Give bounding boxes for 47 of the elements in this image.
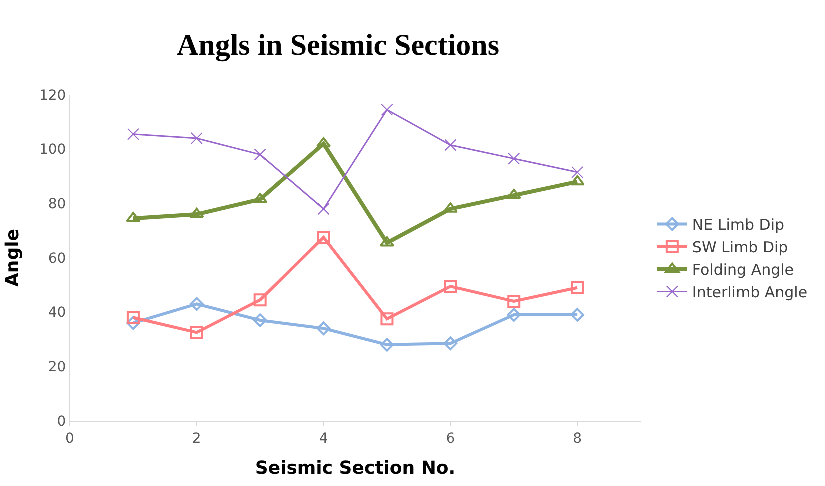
y-tick-label: 0 xyxy=(57,414,66,430)
point xyxy=(126,316,140,330)
point xyxy=(380,312,394,326)
point xyxy=(190,132,203,144)
legend-label: NE Limb Dip xyxy=(692,216,785,234)
y-axis-title: Angle xyxy=(2,228,24,288)
point xyxy=(126,311,140,324)
point xyxy=(570,175,585,186)
point xyxy=(444,139,457,152)
point xyxy=(316,137,332,148)
y-tick-label: 60 xyxy=(48,250,66,267)
x-tick-label: 6 xyxy=(446,430,456,447)
point xyxy=(380,338,394,352)
point xyxy=(444,336,458,350)
point xyxy=(190,326,204,340)
chart-title: Angls in Seismic Sections xyxy=(176,29,500,62)
point xyxy=(318,203,330,216)
y-tick-label: 100 xyxy=(39,142,66,158)
point xyxy=(508,152,520,165)
point xyxy=(507,308,521,322)
point xyxy=(572,166,584,178)
point xyxy=(190,297,204,312)
y-tick-label: 20 xyxy=(48,360,66,376)
point xyxy=(254,148,266,161)
point xyxy=(508,294,521,308)
x-tick-label: 4 xyxy=(319,430,328,447)
point xyxy=(570,308,584,322)
point xyxy=(126,212,141,222)
y-tick-label: 120 xyxy=(39,88,66,104)
legend-label: SW Limb Dip xyxy=(692,238,788,257)
legend-label: Folding Angle xyxy=(692,261,794,280)
point xyxy=(444,280,458,294)
y-tick-label: 40 xyxy=(48,305,66,322)
x-tick-label: 2 xyxy=(192,430,202,447)
point xyxy=(190,208,204,218)
point xyxy=(506,189,522,200)
y-tick-label: 80 xyxy=(48,196,66,213)
point xyxy=(316,322,331,336)
point xyxy=(127,128,140,140)
point xyxy=(381,104,394,116)
point xyxy=(571,281,584,294)
legend-label: Interlimb Angle xyxy=(692,284,808,302)
point xyxy=(254,294,267,307)
point xyxy=(253,314,268,328)
point xyxy=(317,231,330,244)
x-axis-title: Seismic Section No. xyxy=(255,458,456,479)
x-tick-label: 8 xyxy=(573,430,582,447)
